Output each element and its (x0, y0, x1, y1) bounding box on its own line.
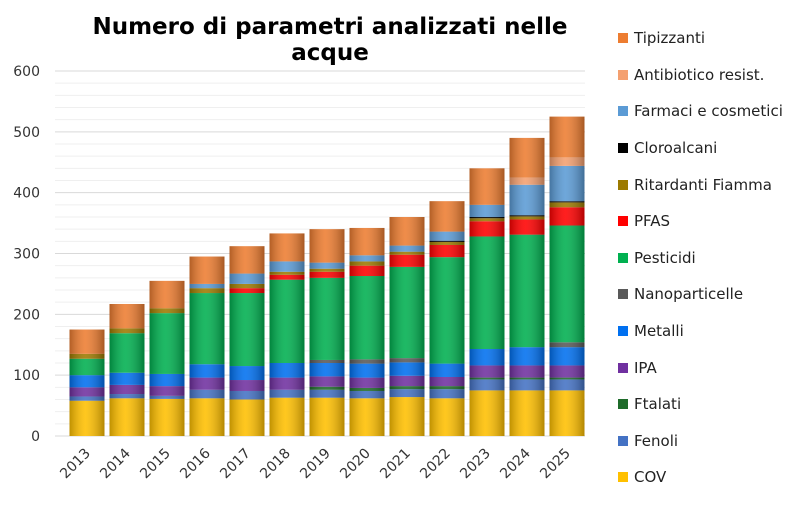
x-tick-label: 2017 (217, 446, 254, 483)
y-tick-label: 500 (13, 125, 40, 141)
legend-label: Metalli (634, 322, 684, 341)
legend-label: Ritardanti Fiamma (634, 175, 772, 194)
y-tick-label: 0 (31, 429, 40, 445)
bar-shading (429, 201, 465, 436)
y-tick-label: 100 (13, 368, 40, 384)
bar-shading (509, 137, 545, 436)
legend-item: Ritardanti Fiamma (618, 166, 783, 203)
legend-label: Pesticidi (634, 248, 696, 267)
legend-item: Pesticidi (618, 240, 783, 277)
x-tick-label: 2022 (417, 446, 454, 483)
y-tick-label: 300 (13, 247, 40, 263)
bar-shading (269, 233, 305, 436)
legend-item: IPA (618, 349, 783, 386)
legend-label: Nanoparticelle (634, 285, 744, 304)
legend-swatch (618, 435, 628, 446)
legend-item: Fenoli (618, 423, 783, 460)
x-tick-label: 2021 (377, 446, 414, 483)
legend-label: PFAS (634, 212, 671, 231)
legend-swatch (618, 252, 628, 263)
legend-label: Farmaci e cosmetici (634, 102, 783, 121)
legend-item: Metalli (618, 313, 783, 350)
legend-swatch (618, 362, 628, 373)
legend-swatch (618, 216, 628, 227)
x-tick-label: 2024 (497, 445, 534, 482)
legend-item: PFAS (618, 203, 783, 240)
x-tick-label: 2013 (57, 446, 94, 483)
legend-label: COV (634, 468, 667, 487)
bar-shading (349, 227, 385, 436)
legend-item: COV (618, 459, 783, 496)
x-tick-label: 2016 (177, 445, 214, 482)
bar-shading (469, 168, 505, 437)
legend-swatch (618, 143, 628, 154)
bar-shading (389, 217, 425, 436)
legend-swatch (618, 106, 628, 117)
y-tick-label: 400 (13, 186, 40, 202)
bar-shading (229, 246, 265, 436)
legend-item: Tipizzanti (618, 20, 783, 57)
bar-shading (69, 329, 105, 436)
legend-swatch (618, 33, 628, 44)
bar-shading (189, 256, 225, 436)
legend-item: Ftalati (618, 386, 783, 423)
legend: Tipizzanti Antibiotico resist. Farmaci e c… (618, 20, 783, 496)
bar-shading (109, 303, 145, 436)
x-tick-label: 2023 (457, 446, 494, 483)
chart-title: Numero di parametri analizzati nelle acq… (92, 14, 568, 66)
legend-swatch (618, 472, 628, 483)
legend-swatch (618, 289, 628, 300)
x-tick-label: 2025 (537, 446, 574, 483)
x-tick-label: 2018 (257, 446, 294, 483)
legend-item: Farmaci e cosmetici (618, 93, 783, 130)
legend-swatch (618, 399, 628, 410)
legend-swatch (618, 179, 628, 190)
x-tick-label: 2015 (137, 446, 174, 483)
bar-shading (149, 280, 185, 436)
bar-shading (309, 229, 345, 436)
legend-swatch (618, 326, 628, 337)
legend-swatch (618, 69, 628, 80)
legend-item: Nanoparticelle (618, 276, 783, 313)
y-tick-label: 200 (13, 307, 40, 323)
legend-label: Tipizzanti (634, 29, 706, 48)
x-tick-label: 2019 (297, 446, 334, 483)
bar-shading (549, 116, 585, 436)
legend-label: Antibiotico resist. (634, 65, 765, 84)
legend-label: Cloroalcani (634, 139, 718, 158)
legend-item: Cloroalcani (618, 130, 783, 167)
x-tick-label: 2020 (337, 446, 374, 483)
legend-label: IPA (634, 358, 657, 377)
x-tick-label: 2014 (97, 445, 134, 482)
legend-label: Fenoli (634, 431, 679, 450)
legend-label: Ftalati (634, 395, 682, 414)
legend-item: Antibiotico resist. (618, 57, 783, 94)
y-tick-label: 600 (13, 64, 40, 80)
